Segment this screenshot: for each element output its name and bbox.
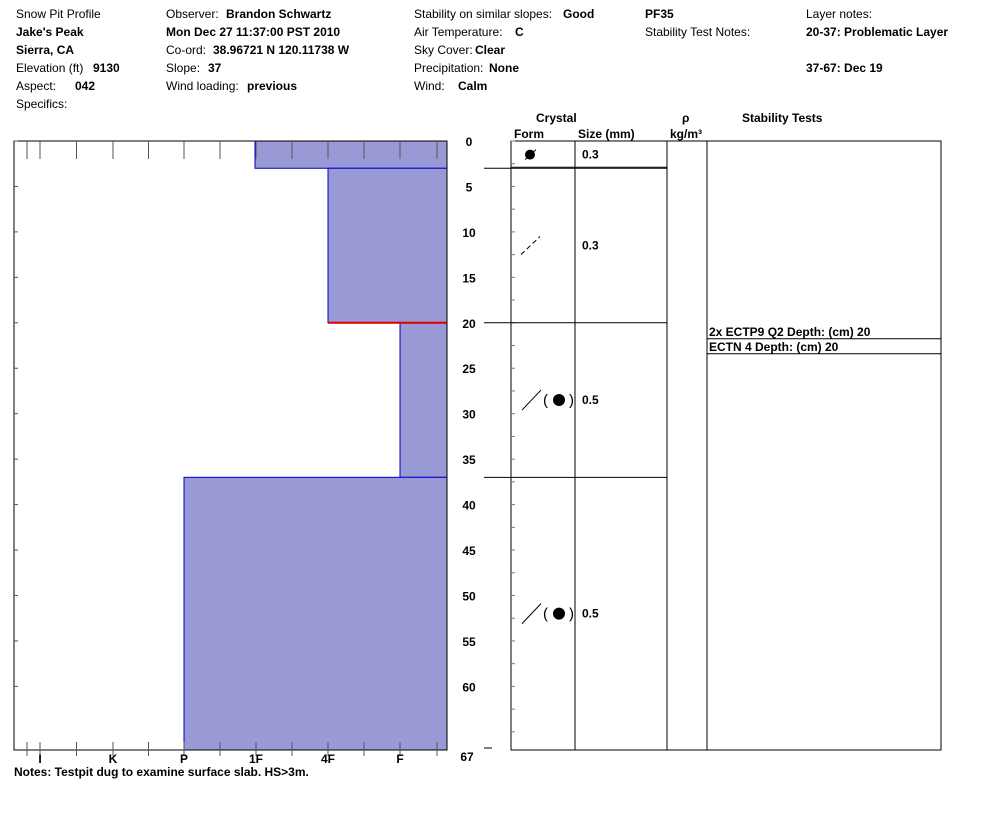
stability-label: Stability on similar slopes: (414, 7, 553, 21)
paren-left-icon: ( (543, 392, 548, 409)
precipitation-value: None (489, 61, 519, 75)
slope-value: 37 (208, 61, 222, 75)
hardness-label-1F: 1F (249, 752, 263, 766)
grain-slash-icon (524, 149, 537, 161)
stability-notes-label: Stability Test Notes: (645, 25, 751, 39)
form-header: Form (514, 127, 544, 141)
notes: Notes: Testpit dug to examine surface sl… (14, 765, 309, 779)
wind-label: Wind: (414, 79, 445, 93)
depth-tick-20: 20 (462, 317, 476, 331)
elevation-label: Elevation (ft) (16, 61, 84, 75)
rounded-grain-icon (553, 607, 565, 620)
coord-value: 38.96721 N 120.11738 W (213, 43, 350, 57)
observation-datetime: Mon Dec 27 11:37:00 PST 2010 (166, 25, 341, 39)
hardness-label-P: P (180, 752, 188, 766)
depth-tick-60: 60 (462, 680, 476, 694)
observer-label: Observer: (166, 7, 219, 21)
facet-slash-icon (521, 603, 542, 625)
specifics-label: Specifics: (16, 97, 68, 111)
paren-right-icon: ) (569, 606, 574, 623)
depth-tick-0: 0 (466, 135, 473, 149)
broken-facet-icon (520, 236, 541, 255)
paren-right-icon: ) (569, 392, 574, 409)
crystal-form-icon-0 (524, 149, 537, 161)
stability-value: Good (563, 7, 595, 21)
crystal-size-2: 0.5 (582, 393, 599, 407)
elevation-value: 9130 (93, 61, 120, 75)
layer-note-1: 20-37: Problematic Layer (806, 25, 949, 39)
depth-max-label: 67 (460, 750, 474, 764)
wind-loading-value: previous (247, 79, 298, 93)
hardness-layer-2 (399, 322, 448, 478)
paren-left-icon: ( (543, 606, 548, 623)
stability-test-0: 2x ECTP9 Q2 Depth: (cm) 20 (709, 325, 871, 339)
hardness-frame (13, 140, 448, 751)
air-temp-label: Air Temperature: (414, 25, 503, 39)
location: Jake's Peak (16, 25, 84, 39)
observer-value: Brandon Schwartz (226, 7, 332, 21)
stability-tests-header: Stability Tests (742, 111, 823, 125)
crystal-size-1: 0.3 (582, 239, 599, 253)
facet-slash-icon (521, 389, 542, 411)
region: Sierra, CA (16, 43, 75, 57)
hardness-label-F: F (396, 752, 403, 766)
depth-tick-50: 50 (462, 589, 476, 603)
hardness-label-4F: 4F (321, 752, 335, 766)
rounded-grain-icon (553, 394, 565, 407)
layer-notes-label: Layer notes: (806, 7, 873, 21)
stability-test-1: ECTN 4 Depth: (cm) 20 (709, 340, 839, 354)
hardness-label-I: I (38, 752, 41, 766)
depth-tick-10: 10 (462, 226, 476, 240)
crystal-header: Crystal (536, 111, 577, 125)
depth-tick-45: 45 (462, 544, 476, 558)
hardness-layer-3 (183, 476, 448, 751)
pf-value: PF35 (645, 7, 674, 21)
crystal-size-0: 0.3 (582, 148, 599, 162)
air-temp-value: C (515, 25, 524, 39)
depth-tick-40: 40 (462, 499, 476, 513)
depth-tick-30: 30 (462, 408, 476, 422)
hardness-layer-1 (327, 167, 448, 324)
profile-title: Snow Pit Profile (16, 7, 101, 21)
coord-label: Co-ord: (166, 43, 207, 57)
density-symbol-header: ρ (682, 111, 690, 125)
size-header: Size (mm) (578, 127, 635, 141)
sky-cover-value: Clear (475, 43, 506, 57)
hardness-layer-0 (254, 140, 448, 169)
wind-loading-label: Wind loading: (166, 79, 239, 93)
depth-tick-35: 35 (462, 453, 476, 467)
crystal-form-icon-3: () (521, 603, 574, 625)
precipitation-label: Precipitation: (414, 61, 484, 75)
density-unit-header: kg/m³ (670, 127, 703, 141)
sky-cover-label: Sky Cover: (414, 43, 473, 57)
depth-tick-15: 15 (462, 271, 476, 285)
slope-label: Slope: (166, 61, 201, 75)
hardness-label-K: K (109, 752, 118, 766)
depth-tick-55: 55 (462, 635, 476, 649)
aspect-value: 042 (75, 79, 96, 93)
crystal-table-frame (510, 140, 708, 751)
crystal-form-icon-1 (520, 236, 541, 255)
stability-table-frame (706, 140, 942, 751)
depth-tick-25: 25 (462, 362, 476, 376)
depth-tick-5: 5 (466, 180, 473, 194)
layer-note-2: 37-67: Dec 19 (806, 61, 883, 75)
crystal-size-3: 0.5 (582, 607, 599, 621)
aspect-label: Aspect: (16, 79, 57, 93)
crystal-form-icon-2: () (521, 389, 574, 411)
wind-value: Calm (458, 79, 488, 93)
